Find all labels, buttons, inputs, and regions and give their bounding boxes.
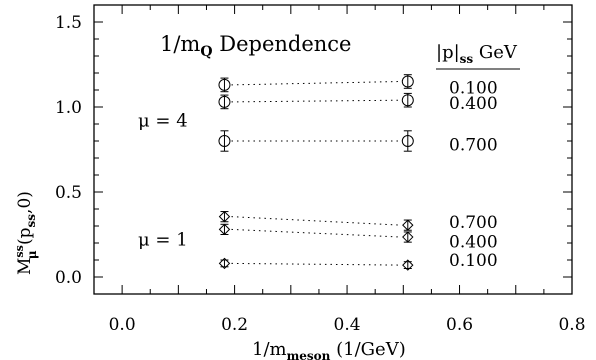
- x-tick-labels: 0.0 0.2 0.4 0.6 0.8: [109, 315, 586, 335]
- series-line: [231, 262, 401, 266]
- group-labels: μ = 4 μ = 1: [138, 111, 188, 251]
- data-point-circle: [401, 75, 414, 88]
- y-tick-label: 0.5: [55, 183, 82, 203]
- group-label: μ = 1: [138, 230, 188, 251]
- y-axis-label: Mssμ (pss,0): [13, 191, 39, 275]
- series-value-label: 0.700: [449, 213, 498, 233]
- y-tick-label: 1.5: [55, 13, 82, 33]
- series-markers: [218, 74, 414, 271]
- series-line: [231, 228, 401, 238]
- data-point-circle: [218, 95, 231, 108]
- y-tick-label: 1.0: [55, 98, 82, 118]
- data-point-circle: [218, 78, 231, 91]
- data-point-diamond: [402, 231, 414, 243]
- series-line: [231, 81, 401, 86]
- y-tick-labels: 0.0 0.5 1.0 1.5: [55, 13, 82, 288]
- series-value-label: 0.100: [449, 78, 498, 98]
- series-value-label: 0.100: [449, 251, 498, 271]
- x-axis-label: 1/mmeson (1/GeV): [252, 339, 406, 360]
- data-point-diamond: [402, 259, 414, 271]
- series-line: [231, 99, 401, 103]
- x-tick-label: 0.0: [109, 315, 136, 335]
- data-point-diamond: [218, 210, 231, 223]
- y-tick-label: 0.0: [55, 268, 82, 288]
- series-value-label: 0.400: [449, 232, 498, 252]
- data-point-diamond: [218, 257, 231, 270]
- data-point-circle: [401, 135, 414, 147]
- data-point-circle: [401, 94, 414, 107]
- plot-frame: [93, 4, 573, 295]
- x-tick-label: 0.6: [446, 315, 473, 335]
- chart-title: 1/mQ Dependence: [160, 32, 351, 60]
- group-label: μ = 4: [138, 111, 188, 132]
- data-point-diamond: [218, 223, 231, 236]
- data-point-diamond: [402, 219, 414, 231]
- x-tick-label: 0.8: [558, 315, 585, 335]
- axis-ticks: [93, 4, 572, 294]
- series-value-label: 0.400: [449, 94, 498, 114]
- data-point-circle: [218, 135, 231, 147]
- series-line: [231, 216, 401, 226]
- series-value-label: 0.700: [449, 135, 498, 155]
- x-tick-label: 0.4: [334, 315, 361, 335]
- x-tick-label: 0.2: [221, 315, 248, 335]
- legend-header: |p|ss GeV: [436, 42, 518, 66]
- series-lines: [231, 81, 401, 266]
